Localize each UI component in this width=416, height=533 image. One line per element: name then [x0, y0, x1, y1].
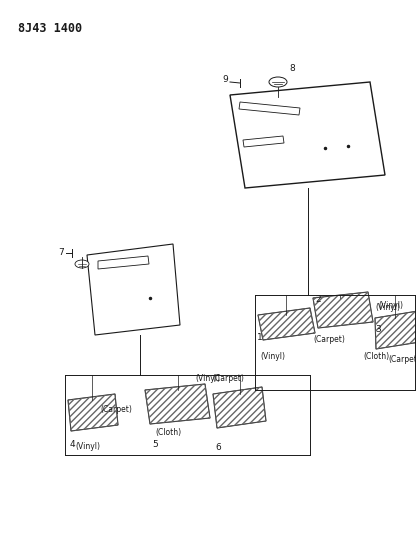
Polygon shape	[239, 102, 300, 115]
Text: (Carpet): (Carpet)	[100, 406, 132, 415]
Polygon shape	[213, 387, 266, 428]
Text: (Vinyl): (Vinyl)	[378, 301, 403, 310]
Text: (Cloth): (Cloth)	[363, 352, 389, 361]
Polygon shape	[375, 311, 416, 349]
Text: (Carpet): (Carpet)	[388, 355, 416, 364]
Text: (Cloth): (Cloth)	[155, 428, 181, 437]
Polygon shape	[98, 256, 149, 269]
Text: (Vinyl): (Vinyl)	[195, 374, 220, 383]
Text: 4: 4	[69, 440, 75, 449]
Text: 5: 5	[152, 440, 158, 449]
Polygon shape	[87, 244, 180, 335]
Text: 1: 1	[257, 334, 263, 343]
Text: 9: 9	[222, 75, 228, 84]
Text: 8: 8	[289, 64, 295, 73]
Ellipse shape	[75, 260, 89, 268]
Text: (Vinyl): (Vinyl)	[75, 442, 100, 451]
Text: (Vinyl): (Vinyl)	[375, 303, 400, 312]
Polygon shape	[145, 384, 210, 424]
Ellipse shape	[269, 77, 287, 87]
Text: 2: 2	[315, 295, 321, 304]
Polygon shape	[230, 82, 385, 188]
Text: 3: 3	[375, 326, 381, 335]
Polygon shape	[243, 136, 284, 147]
Text: 8J43 1400: 8J43 1400	[18, 22, 82, 35]
Text: 6: 6	[215, 443, 221, 452]
Polygon shape	[258, 308, 315, 340]
Text: (Vinyl): (Vinyl)	[260, 352, 285, 361]
Polygon shape	[313, 292, 373, 328]
Text: (Carpet): (Carpet)	[212, 374, 244, 383]
Polygon shape	[68, 394, 118, 431]
Text: (Carpet): (Carpet)	[313, 335, 345, 344]
Text: 7: 7	[58, 248, 64, 257]
